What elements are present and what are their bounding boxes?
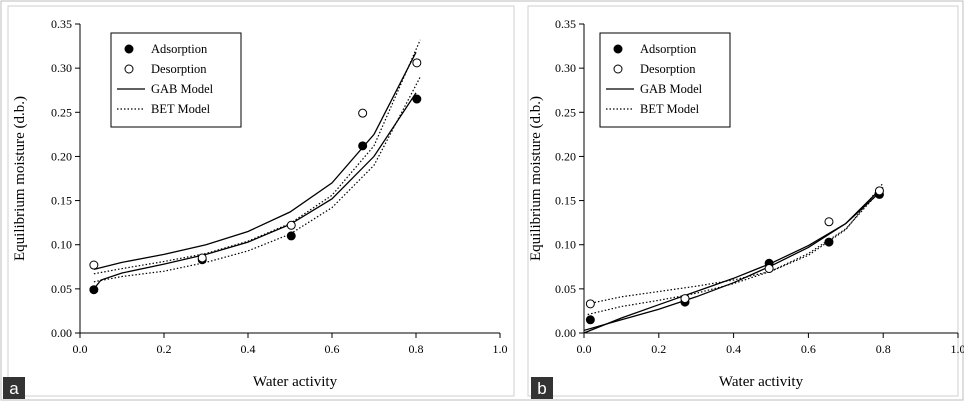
- adsorption-point: [358, 141, 368, 151]
- desorption-point: [412, 58, 422, 68]
- gab-model-curve: [93, 52, 417, 271]
- x-tick-label: 0.4: [241, 342, 256, 356]
- legend-marker: [124, 44, 134, 54]
- legend-label: Adsorption: [640, 42, 697, 56]
- legend-label: Desorption: [640, 62, 696, 76]
- panel-frame: [527, 5, 959, 397]
- x-tick-label: 1.0: [951, 342, 964, 356]
- y-tick-label: 0.20: [555, 149, 576, 163]
- desorption-point: [874, 186, 884, 196]
- x-tick-label: 0.8: [876, 342, 891, 356]
- x-axis-title: Water activity: [719, 374, 804, 390]
- y-tick-label: 0.05: [51, 282, 72, 296]
- y-axis-title: Equilibrium moisture (d.b.): [528, 96, 544, 261]
- desorption-point: [824, 217, 834, 227]
- bet-model-curve: [587, 182, 884, 305]
- y-axis-title: Equilibrium moisture (d.b.): [12, 96, 28, 261]
- desorption-point: [358, 108, 368, 118]
- x-tick-label: 1.0: [493, 342, 508, 356]
- adsorption-point: [824, 237, 834, 247]
- legend-marker: [124, 64, 134, 74]
- panel-b: 0.00 0.05 0.10 0.15 0.20 0.25 0.30 0.35 0.0 0.2 0.…: [527, 5, 964, 399]
- legend-marker: [613, 64, 623, 74]
- desorption-point: [585, 299, 595, 309]
- legend-label: BET Model: [640, 102, 700, 116]
- x-tick-label: 0.2: [651, 342, 666, 356]
- legend-label: BET Model: [151, 102, 211, 116]
- legend-marker: [613, 44, 623, 54]
- x-tick-label: 0.6: [801, 342, 816, 356]
- y-tick-label: 0.30: [51, 61, 72, 75]
- y-tick-label: 0.00: [555, 326, 576, 340]
- bet-model-curve: [93, 39, 421, 275]
- x-tick-label: 0.2: [157, 342, 172, 356]
- gab-model-curve: [93, 92, 417, 290]
- desorption-point: [286, 220, 296, 230]
- y-tick-label: 0.35: [51, 17, 72, 31]
- desorption-point: [89, 260, 99, 270]
- y-tick-label: 0.35: [555, 17, 576, 31]
- panel-a: 0.00 0.05 0.10 0.15 0.20 0.25 0.30 0.35 0.0 0.2 0.…: [3, 5, 515, 399]
- y-tick-label: 0.05: [555, 282, 576, 296]
- adsorption-point: [585, 315, 595, 325]
- panel-frame: [7, 5, 515, 397]
- x-tick-label: 0.6: [325, 342, 340, 356]
- panel-tag-box: [3, 377, 25, 399]
- bet-model-curve: [587, 186, 884, 316]
- y-tick-label: 0.20: [51, 149, 72, 163]
- x-tick-label: 0.0: [577, 342, 592, 356]
- x-tick-label: 0.8: [409, 342, 424, 356]
- x-tick-label: 0.4: [726, 342, 741, 356]
- legend-label: Desorption: [151, 62, 207, 76]
- adsorption-point: [89, 285, 99, 295]
- y-tick-label: 0.00: [51, 326, 72, 340]
- x-tick-label: 0.0: [73, 342, 88, 356]
- y-tick-label: 0.25: [51, 105, 72, 119]
- panel-tag-label: a: [9, 379, 19, 398]
- adsorption-point: [286, 231, 296, 241]
- panel-tag-box: [531, 377, 553, 399]
- legend-label: GAB Model: [151, 82, 214, 96]
- y-tick-label: 0.10: [555, 238, 576, 252]
- gab-model-curve: [584, 192, 880, 333]
- legend-label: Adsorption: [151, 42, 208, 56]
- bet-model-curve: [93, 76, 421, 283]
- y-tick-label: 0.15: [51, 194, 72, 208]
- desorption-point: [197, 253, 207, 263]
- gab-model-curve: [584, 189, 880, 332]
- legend-label: GAB Model: [640, 82, 703, 96]
- y-tick-label: 0.10: [51, 238, 72, 252]
- y-tick-label: 0.15: [555, 194, 576, 208]
- adsorption-point: [412, 94, 422, 104]
- y-tick-label: 0.30: [555, 61, 576, 75]
- x-axis-title: Water activity: [253, 374, 338, 390]
- desorption-point: [680, 294, 690, 304]
- y-tick-label: 0.25: [555, 105, 576, 119]
- desorption-point: [764, 264, 774, 274]
- panel-tag-label: b: [537, 379, 546, 398]
